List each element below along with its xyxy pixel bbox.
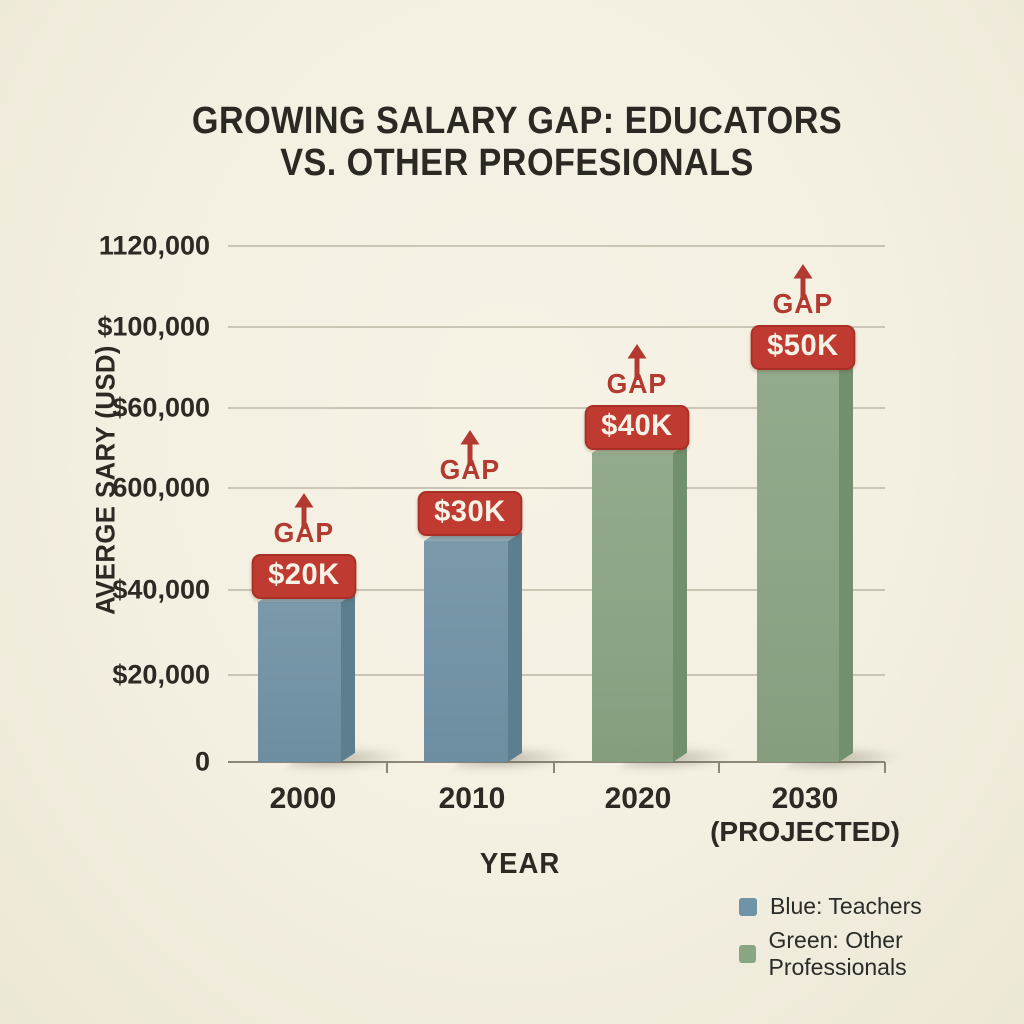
y-tick-label: $60,000 <box>112 392 210 423</box>
y-tick-label: $20,000 <box>112 659 210 690</box>
gridline <box>228 326 885 328</box>
gridline <box>228 245 885 247</box>
x-tick-label-2020: 2020 <box>528 782 748 815</box>
arrow-up-icon <box>627 344 647 380</box>
bar-front-face <box>424 541 508 762</box>
gridline <box>228 407 885 409</box>
bar-front-face <box>258 602 341 762</box>
y-tick-label: 600,000 <box>112 472 210 503</box>
gap-value-badge: $50K <box>750 325 856 370</box>
gap-value-badge: $30K <box>417 491 523 536</box>
bar-side-face <box>839 360 853 762</box>
gridline <box>228 674 885 676</box>
bar-2020-professionals <box>592 443 746 772</box>
arrow-up-icon <box>294 493 314 529</box>
y-tick-label: 0 <box>194 746 210 777</box>
year-label: 2000 <box>269 782 337 815</box>
gridline <box>228 487 885 489</box>
x-axis-tick <box>718 762 720 773</box>
x-tick-label-2010: 2010 <box>362 782 582 815</box>
chart-title: GROWING SALARY GAP: EDUCATORS VS. OTHER … <box>52 100 983 184</box>
gridline <box>228 589 885 591</box>
y-tick-label: 1120,000 <box>98 230 210 261</box>
gap-heading: GAP <box>605 344 669 400</box>
bar-2000-teachers <box>258 592 415 772</box>
gap-value-badge: $40K <box>584 405 690 450</box>
legend-label: Green: Other Professionals <box>768 927 907 980</box>
arrow-up-icon <box>793 264 813 300</box>
legend-item-teachers: Blue: Teachers <box>739 893 1024 920</box>
bar-2010-teachers <box>424 531 583 772</box>
gap-word: GAP <box>273 517 335 548</box>
bar-front-face <box>757 370 839 762</box>
chart-title-line2: VS. OTHER PROFESIONALS <box>280 142 754 184</box>
legend-label: Blue: Teachers <box>770 893 922 919</box>
y-tick-label: $100,000 <box>97 311 210 342</box>
gap-word: GAP <box>772 288 834 319</box>
gap-heading: GAP <box>272 493 336 549</box>
legend-swatch-green <box>739 945 756 963</box>
bar-2030-professionals <box>757 360 913 772</box>
x-axis-tick <box>884 762 886 773</box>
gap-word: GAP <box>606 368 668 399</box>
year-label: 2010 <box>438 782 506 815</box>
bar-side-face <box>673 443 687 762</box>
legend-swatch-blue <box>739 897 757 916</box>
gap-value-badge: $20K <box>251 554 357 599</box>
gap-annotation-2020: GAP $40K <box>562 344 712 450</box>
x-axis-tick <box>386 762 388 773</box>
gap-annotation-2030: GAP $50K <box>728 264 878 370</box>
gap-annotation-2000: GAP $20K <box>229 493 379 599</box>
y-tick-label: $40,000 <box>112 574 210 605</box>
legend-item-professionals: Green: Other Professionals <box>739 927 1024 981</box>
x-tick-label-2000: 2000 <box>193 782 413 815</box>
year-label: 2020 <box>604 782 672 815</box>
chart-title-line1: GROWING SALARY GAP: EDUCATORS <box>191 100 843 142</box>
x-axis-line <box>228 761 885 763</box>
gap-heading: GAP <box>438 430 502 486</box>
x-axis-tick <box>553 762 555 773</box>
x-tick-label-2030: 2030 (PROJECTED) <box>695 782 915 848</box>
gap-heading: GAP <box>771 264 835 320</box>
x-axis-title: YEAR <box>479 848 561 880</box>
year-sublabel: (PROJECTED) <box>710 816 900 847</box>
arrow-up-icon <box>460 430 480 466</box>
gap-word: GAP <box>439 454 501 485</box>
bar-front-face <box>592 453 673 762</box>
legend: Blue: Teachers Green: Other Professional… <box>739 893 1024 981</box>
year-label: 2030 <box>771 782 839 815</box>
bar-side-face <box>341 592 355 762</box>
bar-side-face <box>508 531 522 762</box>
gap-annotation-2010: GAP $30K <box>395 430 545 536</box>
